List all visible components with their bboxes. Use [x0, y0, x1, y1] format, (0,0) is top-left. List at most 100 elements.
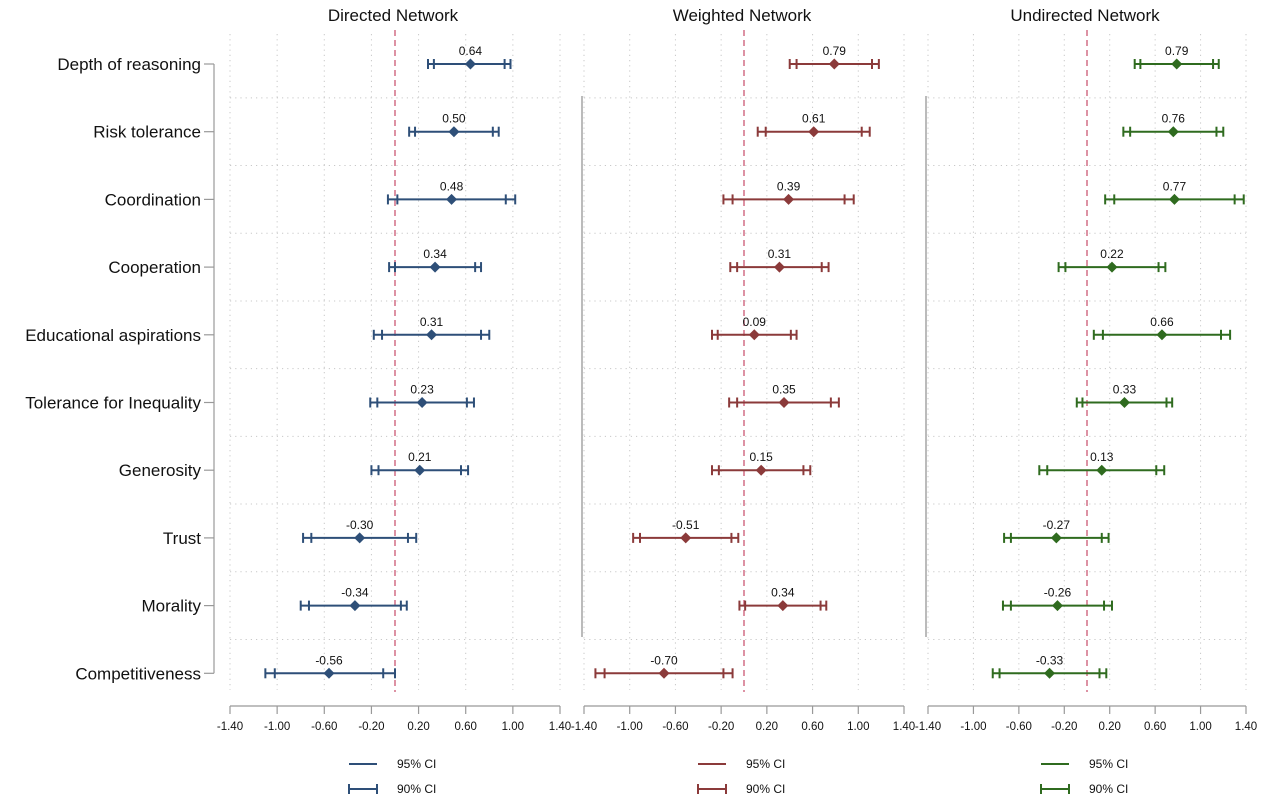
- row-label: Competitiveness: [75, 664, 201, 683]
- estimate-label: 0.79: [1165, 44, 1189, 58]
- x-tick-label: 1.00: [502, 721, 524, 733]
- point-estimate-marker: [446, 193, 458, 205]
- x-tick-label: 1.00: [1189, 721, 1211, 733]
- point-estimate-marker: [748, 329, 760, 341]
- estimate-label: 0.34: [423, 247, 447, 261]
- row-label: Cooperation: [108, 258, 201, 277]
- estimate-label: 0.34: [771, 586, 795, 600]
- legend-label: 90% CI: [1089, 782, 1128, 796]
- panel: Weighted Network -1.40 -1.00 -0.60 -0.20 0.20…: [571, 6, 915, 796]
- point-estimate-marker: [828, 58, 840, 70]
- estimate-label: 0.76: [1162, 112, 1186, 126]
- row-label: Morality: [141, 597, 201, 616]
- point-estimate-marker: [777, 600, 789, 612]
- x-tick-label: 1.40: [1235, 721, 1257, 733]
- point-estimate-marker: [755, 464, 767, 476]
- x-tick-label: -1.00: [960, 721, 986, 733]
- panel-title: Weighted Network: [673, 6, 812, 25]
- x-tick-label: -1.40: [915, 721, 941, 733]
- x-tick-label: -1.40: [217, 721, 243, 733]
- point-estimate-marker: [1106, 261, 1118, 273]
- legend-label: 90% CI: [397, 782, 436, 796]
- legend: 95% CI 90% CI: [697, 757, 785, 796]
- x-tick-label: -0.20: [358, 721, 384, 733]
- estimate-label: 0.23: [410, 383, 434, 397]
- point-estimate-marker: [426, 329, 438, 341]
- row-label: Generosity: [119, 461, 202, 480]
- point-estimate-marker: [323, 667, 335, 679]
- estimate-label: 0.13: [1090, 450, 1114, 464]
- x-tick-label: 0.20: [1099, 721, 1121, 733]
- x-tick-label: 0.60: [455, 721, 477, 733]
- point-estimate-marker: [1050, 532, 1062, 544]
- estimate-label: -0.56: [315, 653, 343, 667]
- point-estimate-marker: [1044, 667, 1056, 679]
- point-estimate-marker: [783, 193, 795, 205]
- estimate-label: 0.09: [743, 315, 767, 329]
- row-label: Risk tolerance: [93, 123, 201, 142]
- estimate-label: 0.21: [408, 450, 432, 464]
- estimate-label: 0.31: [768, 247, 792, 261]
- point-estimate-marker: [808, 126, 820, 138]
- x-tick-label: -1.40: [571, 721, 597, 733]
- point-estimate-marker: [658, 667, 670, 679]
- row-label: Tolerance for Inequality: [25, 394, 201, 413]
- x-tick-label: 1.00: [847, 721, 869, 733]
- estimate-label: -0.33: [1036, 653, 1064, 667]
- x-tick-label: -0.60: [662, 721, 688, 733]
- estimate-label: 0.15: [749, 450, 773, 464]
- x-tick-label: -1.00: [617, 721, 643, 733]
- x-tick-label: -0.20: [1051, 721, 1077, 733]
- estimate-label: -0.26: [1044, 586, 1072, 600]
- point-estimate-marker: [1171, 58, 1183, 70]
- x-tick-label: -0.60: [1006, 721, 1032, 733]
- estimate-label: 0.33: [1113, 383, 1137, 397]
- point-estimate-marker: [416, 397, 428, 408]
- point-estimate-marker: [1156, 329, 1168, 341]
- estimate-label: 0.31: [420, 315, 444, 329]
- point-estimate-marker: [778, 397, 790, 408]
- row-label: Educational aspirations: [25, 326, 201, 345]
- x-tick-label: -0.60: [311, 721, 337, 733]
- estimate-label: -0.27: [1043, 518, 1071, 532]
- estimate-label: 0.61: [802, 112, 826, 126]
- row-label: Depth of reasoning: [57, 55, 201, 74]
- point-estimate-marker: [1118, 397, 1130, 408]
- x-tick-label: 0.60: [1144, 721, 1166, 733]
- legend: 95% CI 90% CI: [348, 757, 436, 796]
- x-tick-label: 0.20: [407, 721, 429, 733]
- panel-title: Undirected Network: [1010, 6, 1160, 25]
- estimate-label: -0.34: [341, 586, 369, 600]
- point-estimate-marker: [680, 532, 692, 544]
- estimate-label: 0.48: [440, 179, 464, 193]
- estimate-label: -0.30: [346, 518, 374, 532]
- estimate-label: 0.22: [1100, 247, 1124, 261]
- point-estimate-marker: [349, 600, 361, 612]
- point-estimate-marker: [1051, 600, 1063, 612]
- panel: Directed Network -1.40 -1.00 -0.60 -0.20 0.20…: [217, 6, 571, 796]
- x-tick-label: -1.00: [264, 721, 290, 733]
- point-estimate-marker: [354, 532, 366, 544]
- x-tick-label: 0.20: [756, 721, 778, 733]
- x-tick-label: 1.40: [549, 721, 571, 733]
- row-label: Trust: [163, 529, 201, 548]
- estimate-label: 0.50: [442, 112, 466, 126]
- estimate-label: 0.77: [1163, 179, 1187, 193]
- legend-label: 95% CI: [1089, 757, 1128, 771]
- point-estimate-marker: [1168, 193, 1180, 205]
- legend-label: 95% CI: [397, 757, 436, 771]
- point-estimate-marker: [429, 261, 441, 273]
- x-tick-label: 0.60: [801, 721, 823, 733]
- point-estimate-marker: [448, 126, 460, 138]
- estimate-label: 0.35: [772, 383, 796, 397]
- row-labels: Depth of reasoning Risk tolerance Coordina…: [25, 55, 215, 683]
- legend: 95% CI 90% CI: [1040, 757, 1128, 796]
- row-label: Coordination: [105, 190, 201, 209]
- x-tick-label: -0.20: [708, 721, 734, 733]
- point-estimate-marker: [464, 58, 476, 70]
- estimate-label: 0.39: [777, 179, 801, 193]
- estimate-label: -0.70: [650, 653, 678, 667]
- point-estimate-marker: [414, 464, 426, 476]
- estimate-label: -0.51: [672, 518, 700, 532]
